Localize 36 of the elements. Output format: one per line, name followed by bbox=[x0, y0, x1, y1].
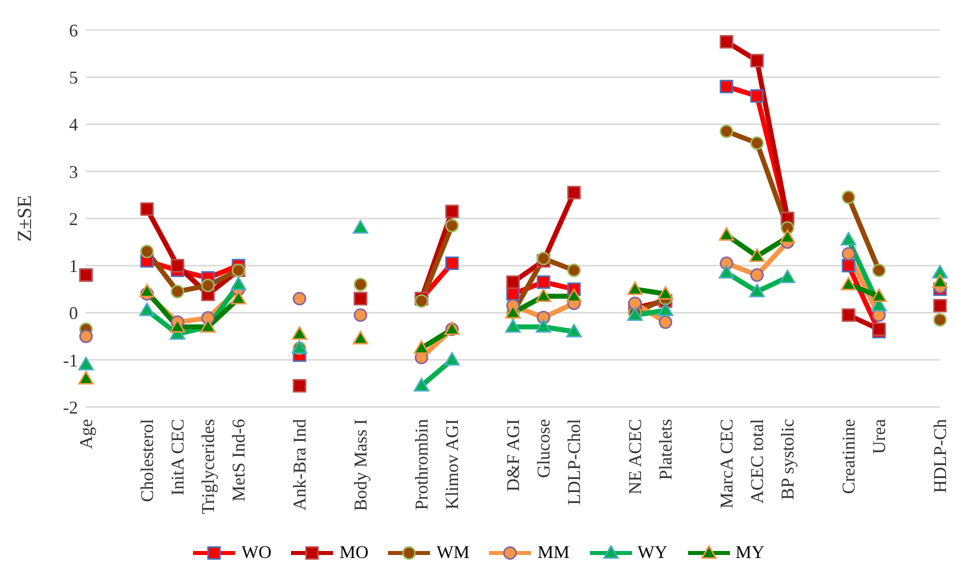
x-tick-label: Glucose bbox=[534, 418, 554, 478]
y-tick-label: 6 bbox=[69, 20, 78, 40]
x-tick-label: Platelets bbox=[656, 419, 676, 480]
legend-label: MO bbox=[339, 542, 368, 563]
y-tick-label: -2 bbox=[63, 397, 78, 418]
x-tick-label: LDLP-Chol bbox=[564, 419, 584, 506]
x-tick-label: Cholesterol bbox=[137, 419, 157, 502]
y-tick-label: 4 bbox=[69, 114, 78, 135]
x-tick-label: NE ACEC bbox=[625, 419, 645, 495]
x-tick-label: MetS Ind-6 bbox=[228, 419, 248, 502]
x-tick-label: Creatinine bbox=[838, 419, 858, 494]
x-tick-label: Body Mass I bbox=[350, 419, 370, 512]
x-tick-label: InitA CEC bbox=[168, 419, 188, 496]
legend-label: WM bbox=[436, 542, 470, 563]
y-tick-label: 5 bbox=[69, 68, 78, 88]
x-tick-label: Urea bbox=[869, 419, 889, 454]
legend-label: WO bbox=[241, 542, 272, 563]
y-tick-label: 3 bbox=[69, 162, 78, 182]
x-tick-label: Age bbox=[76, 419, 96, 449]
x-tick-label: D&F AGI bbox=[503, 419, 523, 492]
x-tick-label: Triglycerides bbox=[198, 419, 218, 514]
legend-label: WY bbox=[638, 542, 668, 563]
x-tick-label: BP systolic bbox=[778, 419, 798, 500]
y-axis-title: Z±SE bbox=[14, 195, 36, 242]
x-tick-label: Ank-Bra Ind bbox=[290, 419, 310, 510]
y-tick-label: 1 bbox=[69, 256, 78, 276]
x-tick-label: Prothrombin bbox=[412, 419, 432, 510]
y-tick-label: 0 bbox=[69, 303, 78, 324]
x-tick-label: ACEC total bbox=[747, 419, 767, 504]
x-tick-label: HDLP-Ch bbox=[930, 419, 950, 494]
x-tick-label: MarcA CEC bbox=[716, 419, 736, 508]
x-tick-label: Klimov AGI bbox=[442, 419, 462, 510]
legend-label: MY bbox=[736, 542, 765, 563]
legend-label: MM bbox=[537, 542, 570, 563]
y-tick-label: 2 bbox=[69, 208, 78, 229]
y-tick-label: -1 bbox=[63, 350, 78, 370]
